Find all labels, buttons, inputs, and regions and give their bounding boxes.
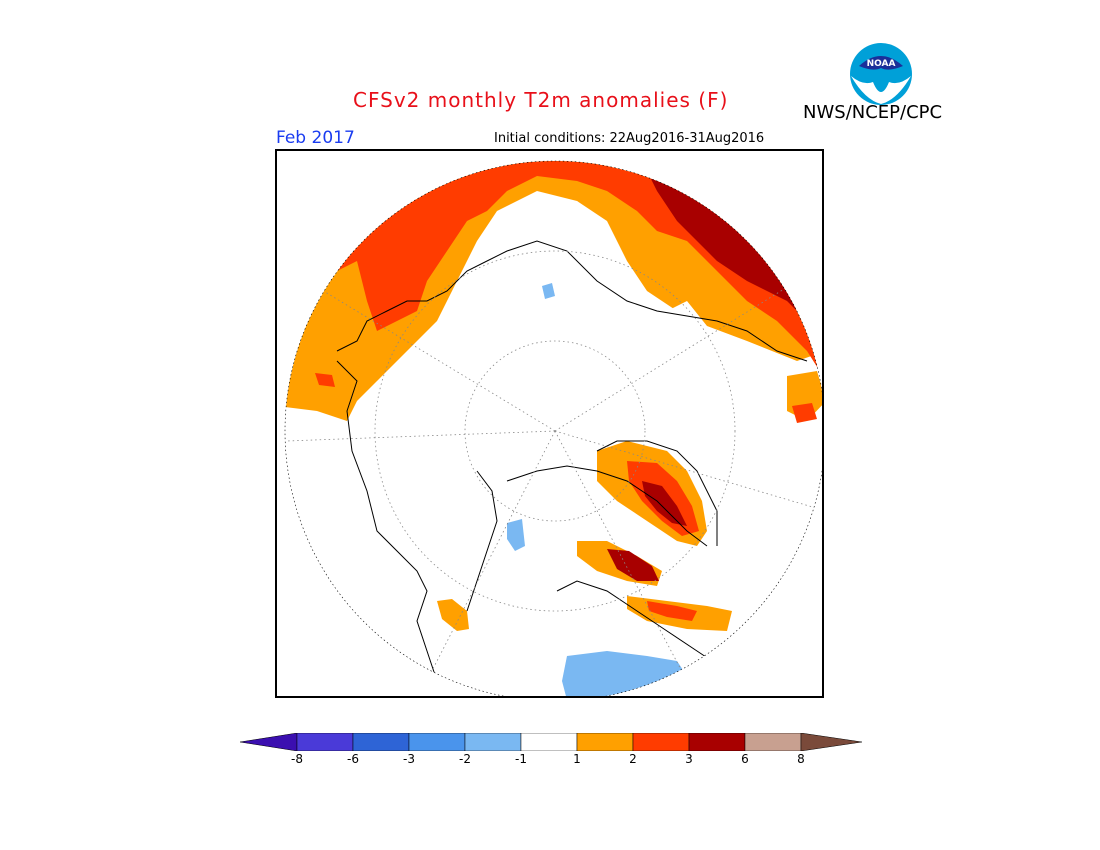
labrador-anomaly-2to3 (647, 601, 697, 621)
colorbar-swatch-gt-8 (800, 733, 862, 751)
svg-text:NOAA: NOAA (867, 59, 896, 69)
europe-anomaly-2to3 (315, 373, 335, 387)
initial-conditions-label: Initial conditions: 22Aug2016-31Aug2016 (494, 131, 765, 146)
colorbar-tick-label: -6 (347, 752, 359, 766)
hudson-anomaly-3to6 (607, 549, 659, 581)
map-panel (275, 149, 824, 698)
colorbar-swatch (688, 733, 746, 751)
colorbar-swatch (520, 733, 578, 751)
cold-anomaly-small-2 (507, 519, 525, 551)
colorbar-swatch (632, 733, 690, 751)
colorbar (240, 733, 862, 751)
colorbar-swatch (408, 733, 466, 751)
polar-map (284, 160, 822, 696)
colorbar-tick-label: 2 (629, 752, 637, 766)
colorbar-tick-label: -1 (515, 752, 527, 766)
noaa-logo-icon: NOAA (850, 43, 912, 105)
asia-anomaly-2to3 (792, 403, 817, 423)
cold-anomaly-south (562, 651, 687, 696)
colorbar-swatch (352, 733, 410, 751)
colorbar-swatch (296, 733, 354, 751)
colorbar-tick-label: -8 (291, 752, 303, 766)
colorbar-tick-label: -3 (403, 752, 415, 766)
arctic-neutral-area (457, 201, 747, 461)
colorbar-tick-label: 3 (685, 752, 693, 766)
colorbar-tick-label: 1 (573, 752, 581, 766)
greenland-anomaly-3to6 (642, 481, 687, 526)
colorbar-swatch (744, 733, 802, 751)
colorbar-tick-label: 6 (741, 752, 749, 766)
cold-anomaly-small-1 (542, 283, 555, 299)
map-title: CFSv2 monthly T2m anomalies (F) (353, 88, 729, 112)
alaska-anomaly-1to2 (437, 599, 469, 631)
valid-month-label: Feb 2017 (276, 128, 355, 148)
organization-label: NWS/NCEP/CPC (803, 102, 943, 123)
colorbar-swatch-lt-8 (240, 733, 298, 751)
colorbar-swatch (464, 733, 522, 751)
colorbar-tick-label: -2 (459, 752, 471, 766)
colorbar-swatch (576, 733, 634, 751)
graticule (286, 250, 822, 696)
colorbar-tick-label: 8 (797, 752, 805, 766)
